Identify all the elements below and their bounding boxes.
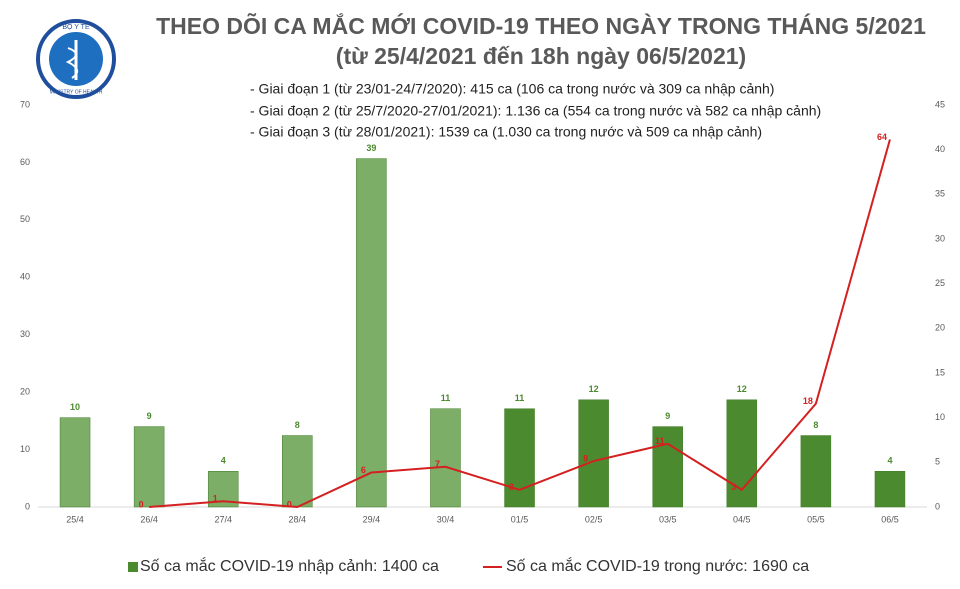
- line-label: 1: [213, 494, 218, 504]
- line-label: 8: [583, 453, 588, 463]
- y2-tick-label: 0: [935, 501, 940, 511]
- line: [149, 139, 891, 509]
- y-tick-label: 0: [25, 501, 30, 511]
- line-label: 18: [803, 396, 813, 406]
- y2-tick-label: 30: [935, 233, 945, 243]
- y-tick-label: 10: [20, 444, 30, 454]
- y-tick-label: 50: [20, 214, 30, 224]
- bar-label: 9: [665, 411, 670, 421]
- annotation: - Giai đoạn 1 (từ 23/01-24/7/2020): 415 …: [250, 81, 774, 97]
- x-tick-label: 28/4: [289, 514, 307, 524]
- x-tick-label: 01/5: [511, 514, 529, 524]
- bar-label: 11: [515, 393, 525, 403]
- line-label: 7: [435, 459, 440, 469]
- y-tick-label: 20: [20, 387, 30, 397]
- chart-title: THEO DÕI CA MẮC MỚI COVID-19 THEO NGÀY T…: [156, 12, 926, 39]
- legend-swatch: [128, 562, 138, 572]
- bar-label: 10: [70, 402, 80, 412]
- line-label: 0: [287, 499, 292, 509]
- y2-tick-label: 5: [935, 457, 940, 467]
- legend-label: Số ca mắc COVID-19 trong nước: 1690 ca: [506, 556, 809, 575]
- bar: [652, 426, 683, 508]
- annotation: - Giai đoạn 3 (từ 28/01/2021): 1539 ca (…: [250, 124, 762, 140]
- bar-label: 12: [589, 384, 599, 394]
- bar: [356, 158, 387, 508]
- x-tick-label: 26/4: [140, 514, 158, 524]
- bar-label: 8: [813, 420, 818, 430]
- y-tick-label: 30: [20, 329, 30, 339]
- y2-tick-label: 20: [935, 323, 945, 333]
- chart-subtitle: (từ 25/4/2021 đến 18h ngày 06/5/2021): [336, 43, 746, 69]
- line-label: 0: [139, 499, 144, 509]
- y2-tick-label: 25: [935, 278, 945, 288]
- logo-top: BỘ Y TẾ: [62, 21, 90, 31]
- bar-label: 39: [366, 143, 376, 153]
- x-tick-label: 02/5: [585, 514, 603, 524]
- x-tick-label: 06/5: [881, 514, 899, 524]
- bar-label: 12: [737, 384, 747, 394]
- y-tick-label: 60: [20, 157, 30, 167]
- bar: [133, 426, 165, 508]
- bar-label: 11: [441, 393, 451, 403]
- bar-label: 8: [295, 420, 300, 430]
- bar-label: 4: [221, 456, 226, 466]
- x-tick-label: 03/5: [659, 514, 677, 524]
- bar-label: 4: [887, 456, 892, 466]
- legend-label: Số ca mắc COVID-19 nhập cảnh: 1400 ca: [140, 556, 439, 575]
- y-tick-label: 70: [20, 99, 30, 109]
- x-tick-label: 29/4: [363, 514, 381, 524]
- bar: [282, 435, 313, 508]
- annotation: - Giai đoạn 2 (từ 25/7/2020-27/01/2021):…: [250, 103, 821, 119]
- y2-tick-label: 35: [935, 189, 945, 199]
- logo: BỘ Y TẾ MINISTRY OF HEALTH: [36, 19, 116, 99]
- x-tick-label: 04/5: [733, 514, 751, 524]
- x-tick-label: 30/4: [437, 514, 455, 524]
- x-tick-label: 27/4: [214, 514, 232, 524]
- bar-label: 9: [147, 411, 152, 421]
- bar: [59, 417, 91, 508]
- y2-tick-label: 10: [935, 412, 945, 422]
- bar: [874, 471, 906, 508]
- line-label: 3: [731, 482, 736, 492]
- y2-tick-label: 15: [935, 367, 945, 377]
- line-label: 11: [655, 436, 665, 446]
- x-tick-label: 05/5: [807, 514, 825, 524]
- bar: [800, 435, 832, 508]
- bar: [504, 408, 535, 508]
- x-tick-label: 25/4: [66, 514, 84, 524]
- line-label: 64: [877, 132, 887, 142]
- bar: [578, 399, 609, 508]
- y2-tick-label: 40: [935, 144, 945, 154]
- logo-bottom: MINISTRY OF HEALTH: [50, 89, 103, 95]
- line-label: 6: [361, 465, 366, 475]
- y2-tick-label: 45: [935, 99, 945, 109]
- y-tick-label: 40: [20, 272, 30, 282]
- line-label: 3: [509, 482, 514, 492]
- bar: [430, 408, 461, 508]
